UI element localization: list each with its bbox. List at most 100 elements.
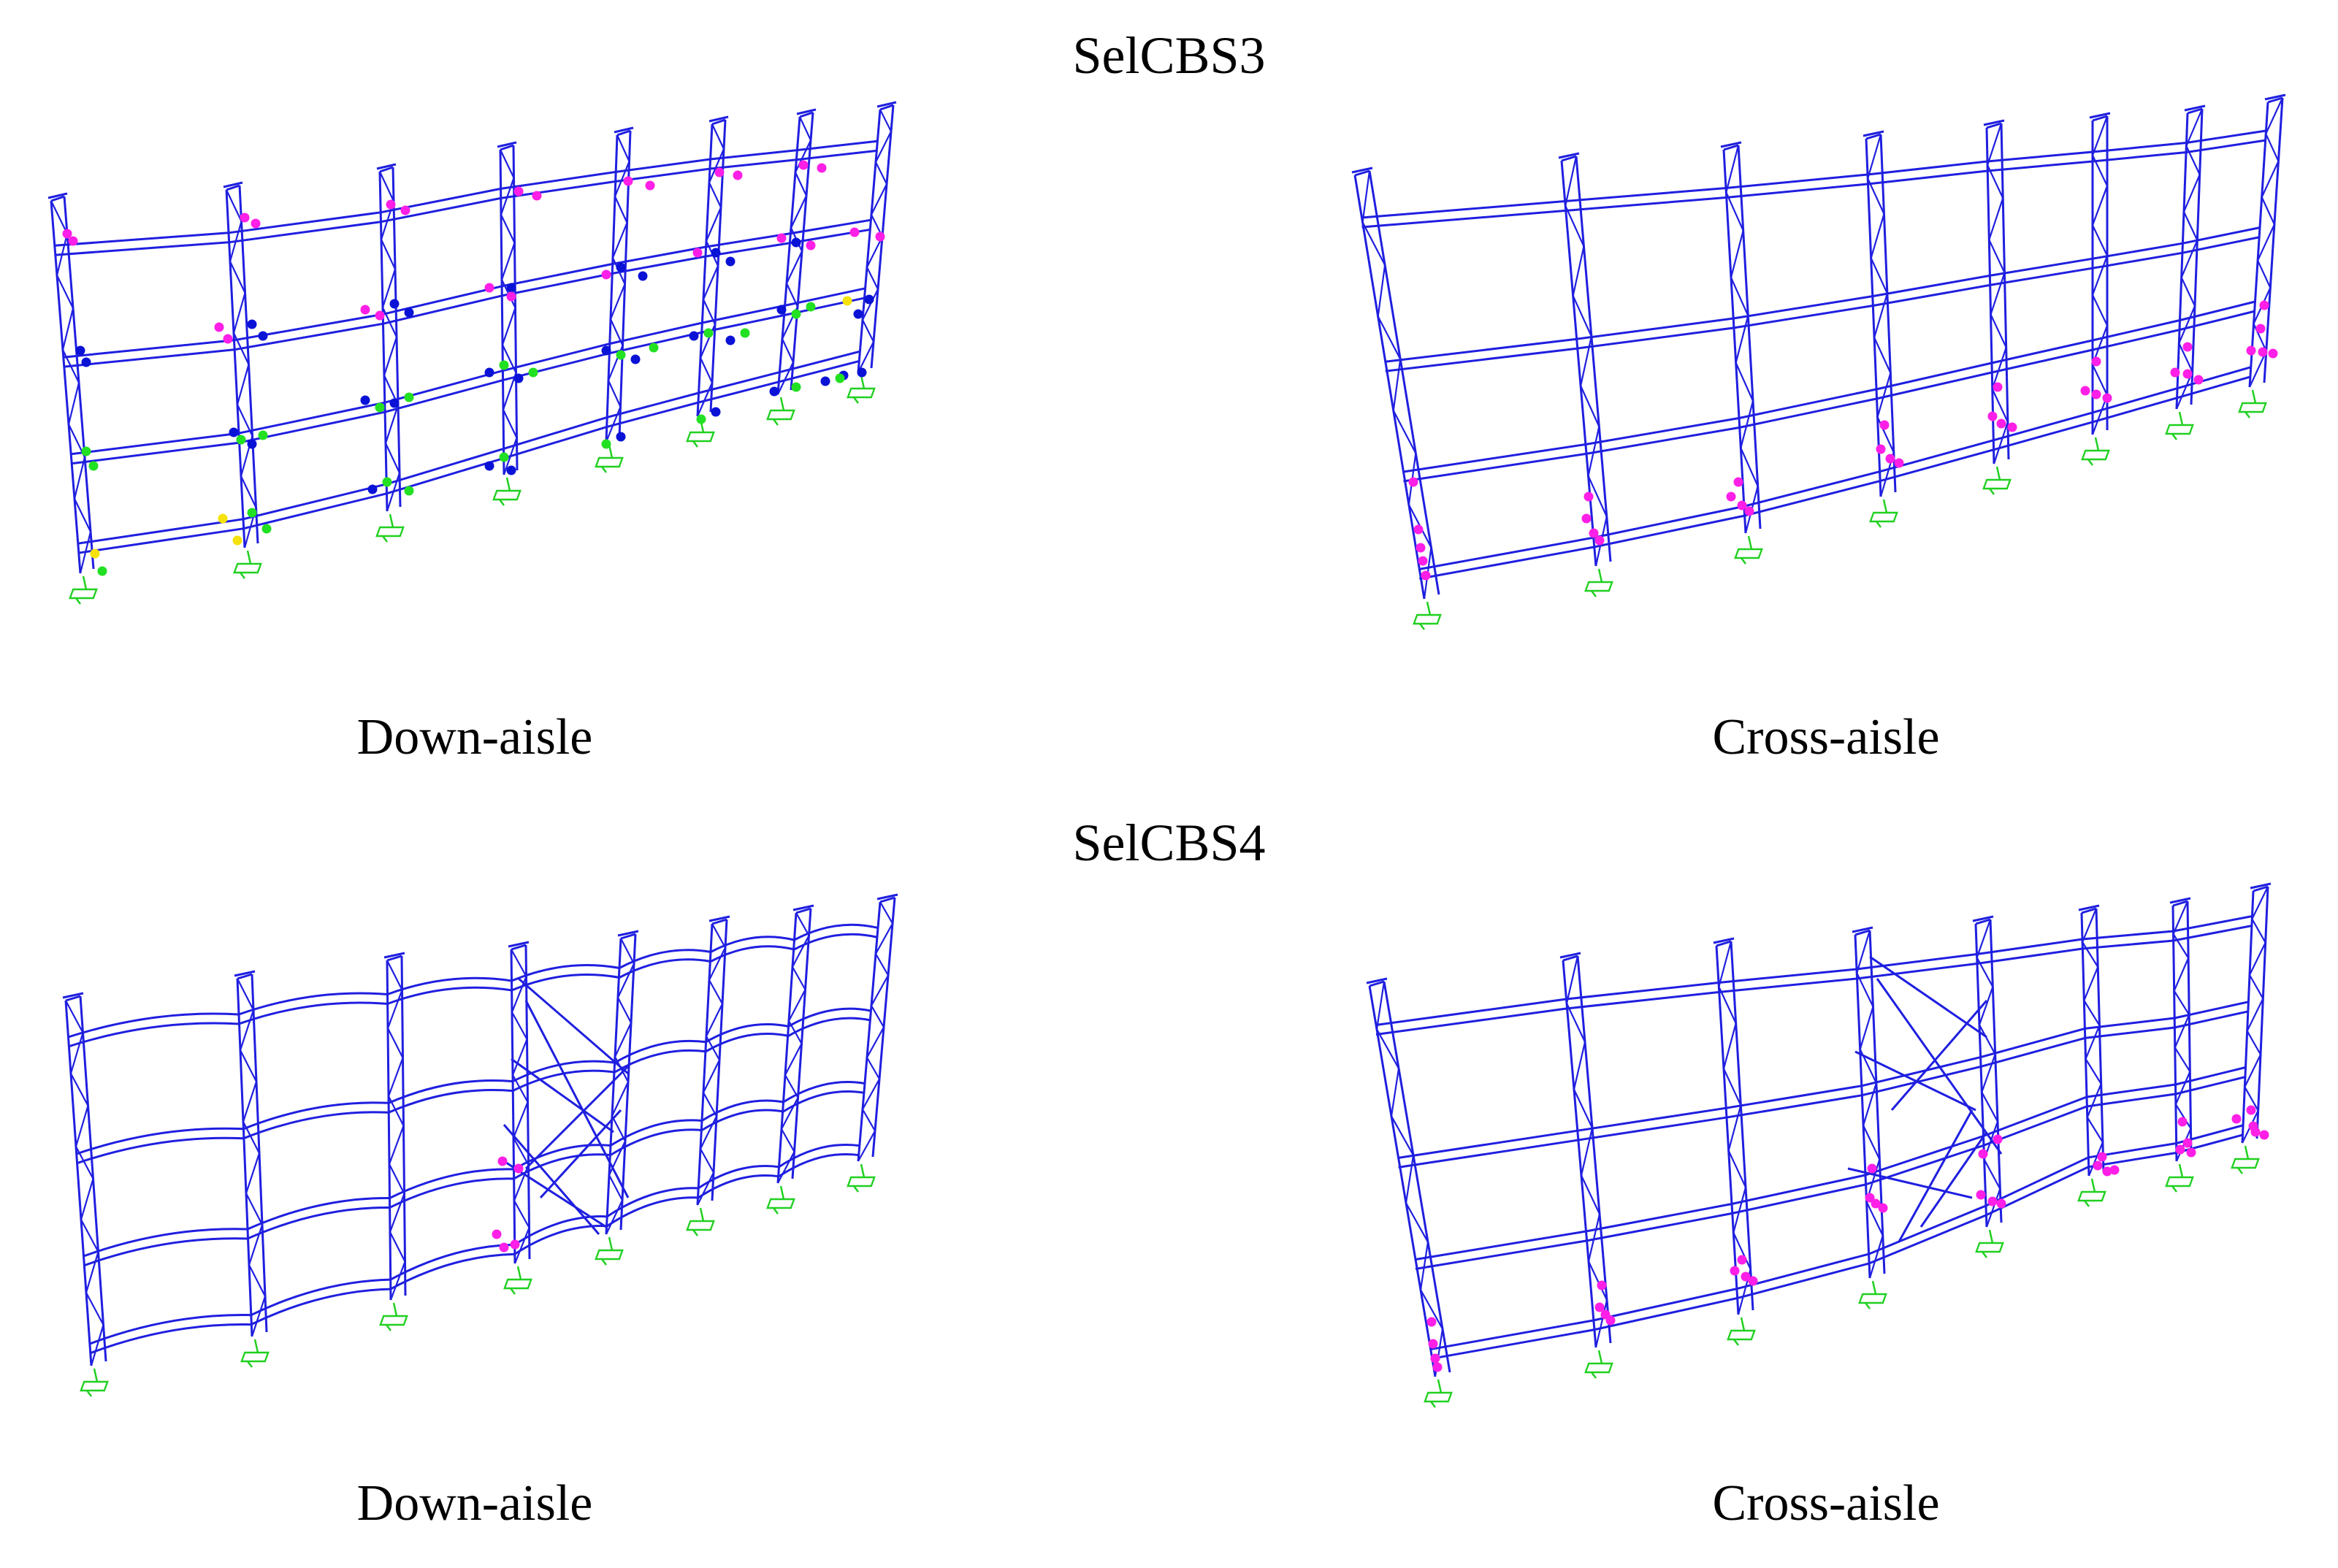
base-support [240,1339,270,1368]
beam [1743,470,1880,508]
beam [242,1111,389,1140]
beam [2092,387,2178,414]
plastic-hinge-marker [1741,1271,1751,1282]
plastic-hinge-marker [601,345,611,356]
plastic-hinge-marker [360,305,370,315]
column-top-cap [1559,952,1581,959]
beam [2092,151,2187,163]
beam [1868,1214,1987,1265]
column-bracing [1725,191,1744,232]
diagonal-bracing-member [524,1065,630,1170]
base-support [2077,1178,2106,1207]
diagonal-bracing-member [1890,1000,1988,1111]
column-bracing [1993,421,2009,464]
column-bracing [2246,1030,2261,1055]
column-bracing [1565,156,1578,206]
column-top-cap [708,115,729,123]
plastic-hinge-marker [692,248,703,258]
plastic-hinge-marker [638,271,648,281]
column-bracing [611,1115,626,1142]
column-top-cap [1983,119,2005,126]
plastic-hinge-marker [1432,1362,1443,1372]
column-bracing [2249,974,2264,999]
beam [606,1187,699,1217]
column-rear-upright [1575,156,1612,562]
beam [1586,1212,1733,1242]
column-bracing [711,923,726,949]
plastic-hinge-marker [229,427,239,437]
caption-down-aisle-selcbs3: Down-aisle [356,709,593,765]
base-support [766,397,795,426]
column-bracing [1990,314,2007,348]
column-bracing [875,161,887,185]
beam [1565,187,1727,202]
plastic-hinge-marker [1605,1315,1616,1326]
column-bracing [74,498,91,532]
beam [234,313,383,342]
column-bracing [617,997,632,1024]
column-bracing [80,1178,94,1220]
plastic-hinge-marker [2259,1130,2269,1140]
column-top-cap [2250,882,2272,890]
column-front-upright [1854,934,1871,1279]
beam [388,1088,513,1114]
column-front-upright [1560,160,1597,567]
column-bracing [1725,145,1740,193]
beam [500,180,616,199]
column-bracing [387,1028,404,1058]
plastic-hinge-marker [616,262,626,272]
column-bracing [1718,941,1733,987]
base-support [595,444,624,473]
beam [2086,1083,2176,1098]
column-bracing [232,292,246,334]
beam [609,321,703,345]
selcbs3-cross-aisle-frame [1351,93,2286,630]
column-front-upright [2171,905,2178,1162]
beam [1593,1288,1738,1322]
plastic-hinge-marker [1865,1193,1875,1203]
plastic-hinge-marker [798,160,809,170]
column-bracing [862,1109,876,1132]
column-rear-upright [2263,97,2284,383]
base-support [492,477,522,506]
plastic-hinge-marker [2109,1165,2120,1175]
selcbs4-cross-aisle-frame [1366,882,2272,1408]
plastic-hinge-marker [1978,1149,1988,1159]
diagonal-bracing-member [1919,1131,1988,1228]
beam [1576,317,1734,340]
column-bracing [1391,1115,1414,1156]
plastic-hinge-marker [404,307,414,318]
plastic-hinge-marker [733,170,743,180]
column-front-upright [2080,912,2090,1177]
column-bracing [69,1032,84,1074]
column-bracing [2091,186,2109,226]
plastic-hinge-marker [2193,375,2204,385]
beam [710,945,795,963]
beam [251,1288,391,1326]
column-bracing [1361,221,1386,266]
column-bracing [795,172,807,196]
beam [1980,1036,2085,1068]
plastic-hinge-marker [400,205,410,215]
column-bracing [1988,239,2006,273]
column-bracing [1377,264,1386,317]
base-support [375,513,405,543]
column-front-upright [1715,945,1740,1315]
beam [790,218,871,235]
column-bracing [511,1039,528,1076]
plastic-hinge-marker [389,299,400,309]
beam [793,933,879,951]
beam [1985,1156,2089,1207]
beam [1398,1139,1578,1169]
beam [1419,536,1594,570]
column-bracing [1863,1082,1877,1126]
column-bracing [2091,255,2109,296]
column-rear-upright [2000,123,2010,460]
column-rear-upright [1576,955,1612,1344]
beam [2175,1066,2246,1086]
column-bracing [513,1137,530,1166]
plastic-hinge-marker [367,484,378,494]
plastic-hinge-marker [776,305,787,315]
column-front-upright [1985,127,1995,464]
beam [2092,329,2180,351]
